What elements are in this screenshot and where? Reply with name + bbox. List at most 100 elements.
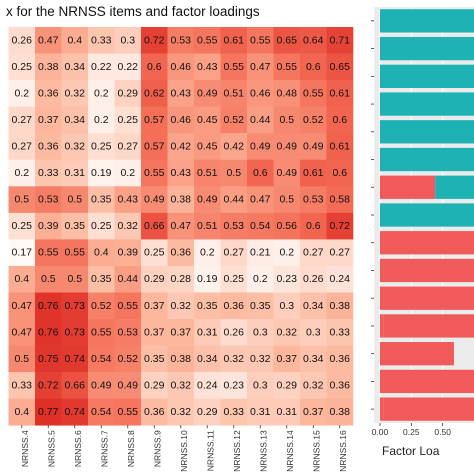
heatmap-cell-label: 0.27 (303, 247, 324, 259)
heatmap-cell-label: 0.32 (303, 379, 324, 391)
heatmap-cell (220, 398, 248, 426)
heatmap-cell (326, 372, 354, 399)
heatmap-cell-label: 0.2 (94, 114, 109, 126)
heatmap-cell-label: 0.25 (12, 61, 33, 73)
heatmap-cell (194, 239, 221, 267)
heatmap-cell-label: 0.54 (91, 406, 112, 418)
x-axis-tick-label: NRNSS.6 (73, 430, 83, 467)
heatmap-cell (88, 319, 115, 346)
heatmap-cell-label: 0.54 (91, 353, 112, 365)
heatmap-cell (35, 398, 62, 426)
heatmap-cell (35, 80, 62, 107)
heatmap-cell (141, 27, 168, 54)
heatmap-cell-label: 0.42 (224, 140, 245, 152)
heatmap-cell (88, 292, 115, 320)
x-axis-tick-label: NRNSS.12 (232, 430, 242, 472)
heatmap-cell-label: 0.35 (91, 273, 112, 285)
heatmap-cell-label: 0.32 (277, 326, 298, 338)
heatmap-cell-label: 0.29 (277, 379, 298, 391)
heatmap-cell-label: 0.53 (171, 34, 192, 46)
heatmap-cell-label: 0.43 (171, 87, 192, 99)
heatmap-cell (300, 212, 327, 240)
heatmap-cell-label: 0.33 (38, 167, 59, 179)
heatmap-cell (273, 80, 301, 107)
heatmap-cell-label: 0.29 (144, 379, 165, 391)
heatmap-cell-label: 0.27 (12, 114, 33, 126)
heatmap-cell (300, 319, 327, 346)
heatmap-cell-label: 0.6 (306, 61, 321, 73)
heatmap-cell-label: 0.51 (197, 220, 218, 232)
heatmap-cell (114, 133, 142, 161)
x-axis-tick-label: NRNSS.15 (311, 430, 321, 472)
heatmap-cell (88, 265, 115, 293)
heatmap-cell (35, 319, 62, 346)
heatmap-cell-label: 0.47 (171, 220, 192, 232)
heatmap-cell-label: 0.47 (250, 194, 271, 206)
heatmap-cell (35, 372, 62, 399)
heatmap-cell (300, 106, 327, 134)
heatmap-cell (273, 239, 301, 267)
heatmap-cell (35, 292, 62, 320)
heatmap-cell (61, 239, 89, 267)
heatmap-cell-label: 0.72 (38, 379, 59, 391)
heatmap-cell (326, 27, 354, 54)
x-axis-tick-label: NRNSS.7 (99, 430, 109, 467)
heatmap-cell-label: 0.33 (12, 379, 33, 391)
heatmap-cell (167, 106, 195, 134)
heatmap-cell-label: 0.31 (250, 406, 271, 418)
heatmap-cell (8, 319, 36, 346)
heatmap-cell-label: 0.32 (171, 379, 192, 391)
heatmap-cell-label: 0.25 (118, 114, 139, 126)
heatmap-cell-label: 0.65 (277, 34, 298, 46)
heatmap-cell-label: 0.34 (303, 300, 324, 312)
heatmap-cell (300, 345, 327, 373)
heatmap-cell-label: 0.47 (12, 300, 33, 312)
heatmap-cell (61, 292, 89, 320)
heatmap-cell (220, 186, 248, 214)
heatmap-cell (273, 186, 301, 214)
heatmap-cell (8, 265, 36, 293)
x-axis-tick-label: NRNSS.8 (126, 430, 136, 467)
heatmap-cell (326, 80, 354, 107)
heatmap-cell-label: 0.44 (250, 114, 271, 126)
heatmap-cell (220, 345, 248, 373)
heatmap-cell-label: 0.2 (14, 167, 29, 179)
heatmap-cell (141, 159, 168, 187)
heatmap-cell (220, 53, 248, 81)
heatmap-cell-label: 0.27 (330, 247, 351, 259)
heatmap-cell (247, 372, 274, 399)
heatmap-cell-label: 0.3 (306, 326, 321, 338)
heatmap-cell-label: 0.43 (118, 194, 139, 206)
heatmap-cell (35, 133, 62, 161)
factor-loading-bar (382, 286, 474, 310)
heatmap-cell (300, 186, 327, 214)
heatmap-cell (114, 265, 142, 293)
heatmap-cell-label: 0.53 (303, 194, 324, 206)
heatmap-cell-label: 0.75 (38, 353, 59, 365)
heatmap-cell (273, 319, 301, 346)
heatmap-cell-label: 0.49 (277, 167, 298, 179)
heatmap-cell (114, 372, 142, 399)
heatmap-cell-label: 0.62 (144, 87, 165, 99)
heatmap-cell (114, 186, 142, 214)
heatmap-cell (247, 186, 274, 214)
heatmap-cell (194, 80, 221, 107)
heatmap-cell-label: 0.19 (197, 273, 218, 285)
heatmap-cell (8, 186, 36, 214)
heatmap-cell (194, 159, 221, 187)
heatmap-cell-label: 0.66 (65, 379, 86, 391)
heatmap-cell-label: 0.49 (250, 140, 271, 152)
heatmap-cell (167, 133, 195, 161)
heatmap-cell (194, 212, 221, 240)
heatmap-cell-label: 0.3 (279, 300, 294, 312)
heatmap-cell-label: 0.52 (303, 114, 324, 126)
bar-x-tick-label: 0.00 (372, 427, 389, 437)
heatmap-cell-label: 0.5 (279, 114, 294, 126)
heatmap-cell (141, 265, 168, 293)
heatmap-cell-label: 0.44 (118, 273, 139, 285)
heatmap-cell (167, 398, 195, 426)
heatmap-cell (35, 239, 62, 267)
heatmap-cell (141, 186, 168, 214)
x-axis-tick-label: NRNSS.9 (152, 430, 162, 467)
heatmap-cell-label: 0.5 (14, 194, 29, 206)
